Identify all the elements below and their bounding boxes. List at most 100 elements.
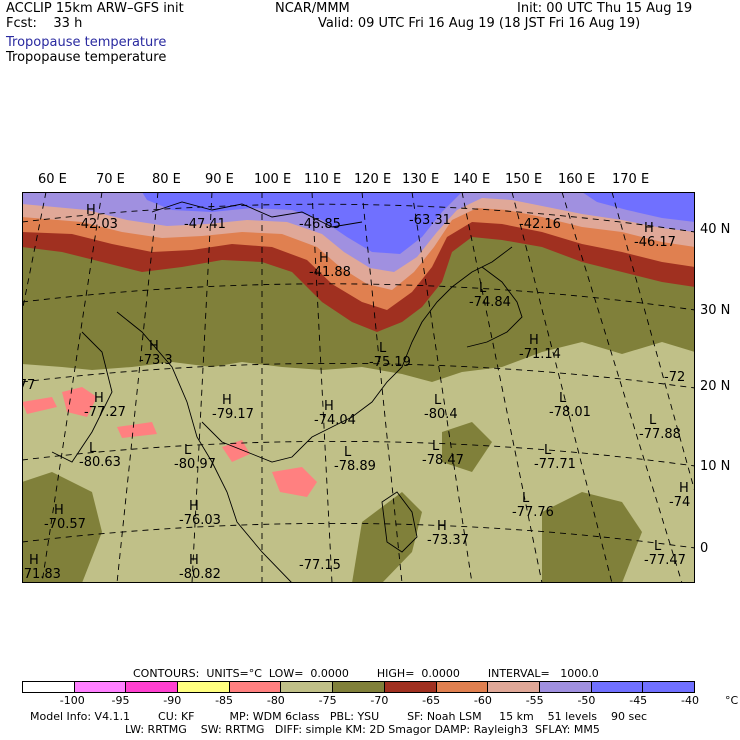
extremum-value: -73.37 <box>427 533 469 548</box>
extremum-value: -42.16 <box>519 217 561 232</box>
extremum-value: -73.3 <box>139 353 173 368</box>
extremum-value: -74.04 <box>314 413 356 428</box>
cold-spot <box>62 387 97 417</box>
low-marker: L <box>654 539 662 554</box>
coastline-north <box>151 201 363 228</box>
lon-label: 90 E <box>205 172 234 187</box>
band-45-40-ne <box>582 192 695 222</box>
lat-label: 20 N <box>700 379 731 394</box>
lat-label: 0 <box>700 541 709 556</box>
extremum-value: -77.88 <box>639 427 681 442</box>
lon-line <box>611 192 695 493</box>
high-marker: H <box>324 399 334 414</box>
legend-swatch <box>23 682 75 692</box>
high-marker: H <box>222 393 232 408</box>
legend-label: -45 <box>629 694 648 707</box>
low-marker: L <box>379 341 387 356</box>
legend-label: -85 <box>215 694 234 707</box>
olive-sw <box>22 472 102 583</box>
legend-label: -65 <box>422 694 441 707</box>
field-title-1: Tropopause temperature <box>6 35 167 50</box>
tropopause-temperature-map: H-42.03 -47.41 -46.85 -63.31 -42.16 H-46.17H-… <box>22 192 695 583</box>
lon-label: 80 E <box>152 172 181 187</box>
legend-swatch <box>229 682 282 692</box>
extremum-value: -76.03 <box>179 513 221 528</box>
lon-label: 130 E <box>402 172 440 187</box>
extremum-value: -79.17 <box>212 407 254 422</box>
lon-line <box>511 192 613 583</box>
legend-label: -80 <box>266 694 285 707</box>
lon-line <box>561 192 683 583</box>
extremum-value: -80.4 <box>424 407 458 422</box>
extremum-value: -71.83 <box>22 567 61 582</box>
legend-swatch <box>126 682 179 692</box>
extremum-value: -75.19 <box>369 355 411 370</box>
low-marker: L <box>522 491 530 506</box>
extremum-value: -74 <box>669 495 690 510</box>
legend-label: -75 <box>318 694 337 707</box>
init-time: Init: 00 UTC Thu 15 Aug 19 <box>517 1 693 16</box>
legend-label: -90 <box>163 694 182 707</box>
legend-label: -95 <box>111 694 130 707</box>
extremum-value: -78.01 <box>549 405 591 420</box>
legend-label: -70 <box>370 694 389 707</box>
high-marker: H <box>644 221 654 236</box>
extremum-value: -74.84 <box>469 295 511 310</box>
low-marker: L <box>432 439 440 454</box>
legend-swatch <box>643 682 694 692</box>
extremum-value: -46.17 <box>634 235 676 250</box>
high-marker: H <box>54 503 64 518</box>
extremum-value: -78.47 <box>422 453 464 468</box>
coastline <box>116 311 293 583</box>
high-marker: H <box>529 333 539 348</box>
extremum-value: -63.31 <box>409 213 451 228</box>
extremum-value: -47.41 <box>184 217 226 232</box>
low-marker: L <box>344 445 352 460</box>
lon-line <box>22 192 47 313</box>
lon-label: 160 E <box>558 172 596 187</box>
high-marker: H <box>189 499 199 514</box>
center-label: NCAR/MMM <box>275 1 350 16</box>
lon-line <box>461 192 543 583</box>
olive-se <box>542 492 642 583</box>
lat-label: 40 N <box>700 222 731 237</box>
high-marker: H <box>149 339 159 354</box>
cold-spot <box>272 467 317 497</box>
olive-philippines <box>352 492 422 583</box>
extremum-value: -41.88 <box>309 265 351 280</box>
legend-label: -40 <box>681 694 699 707</box>
extremum-value: -77.71 <box>534 457 576 472</box>
legend-swatch <box>281 682 334 692</box>
lon-label: 100 E <box>254 172 292 187</box>
cold-spot <box>22 397 57 414</box>
low-marker: L <box>544 443 552 458</box>
high-marker: H <box>29 553 39 568</box>
extremum-value: -72 <box>664 370 685 385</box>
legend-label: -100 <box>59 694 85 707</box>
high-marker: H <box>86 203 96 218</box>
lon-label: 170 E <box>612 172 650 187</box>
band-45-40-north <box>142 192 462 254</box>
valid-time: Valid: 09 UTC Fri 16 Aug 19 (18 JST Fri … <box>318 16 641 31</box>
forecast-hour: Fcst: 33 h <box>6 16 83 31</box>
low-marker: L <box>184 443 192 458</box>
extremum-value: -77.76 <box>512 505 554 520</box>
legend-label: °C <box>725 694 739 707</box>
legend-swatch <box>333 682 385 692</box>
field-title-2: Tropopause temperature <box>6 50 167 65</box>
extremum-value: -78.89 <box>334 459 376 474</box>
extremum-value: -71.14 <box>519 347 561 362</box>
extremum-value: -80.82 <box>179 567 221 582</box>
lon-label: 110 E <box>304 172 342 187</box>
high-marker: H <box>94 391 104 406</box>
legend-swatch <box>384 682 437 692</box>
extremum-value: -80.97 <box>174 457 216 472</box>
legend-label: -50 <box>577 694 596 707</box>
extremum-value: -77.27 <box>84 405 126 420</box>
model-info-2: LW: RRTMG SW: RRTMG DIFF: simple KM: 2D … <box>125 723 600 736</box>
lon-label: 60 E <box>38 172 67 187</box>
high-marker: H <box>319 251 329 266</box>
lat-label: 30 N <box>700 303 731 318</box>
extremum-value: -77.47 <box>644 553 686 568</box>
coastline-philippines <box>381 491 418 553</box>
